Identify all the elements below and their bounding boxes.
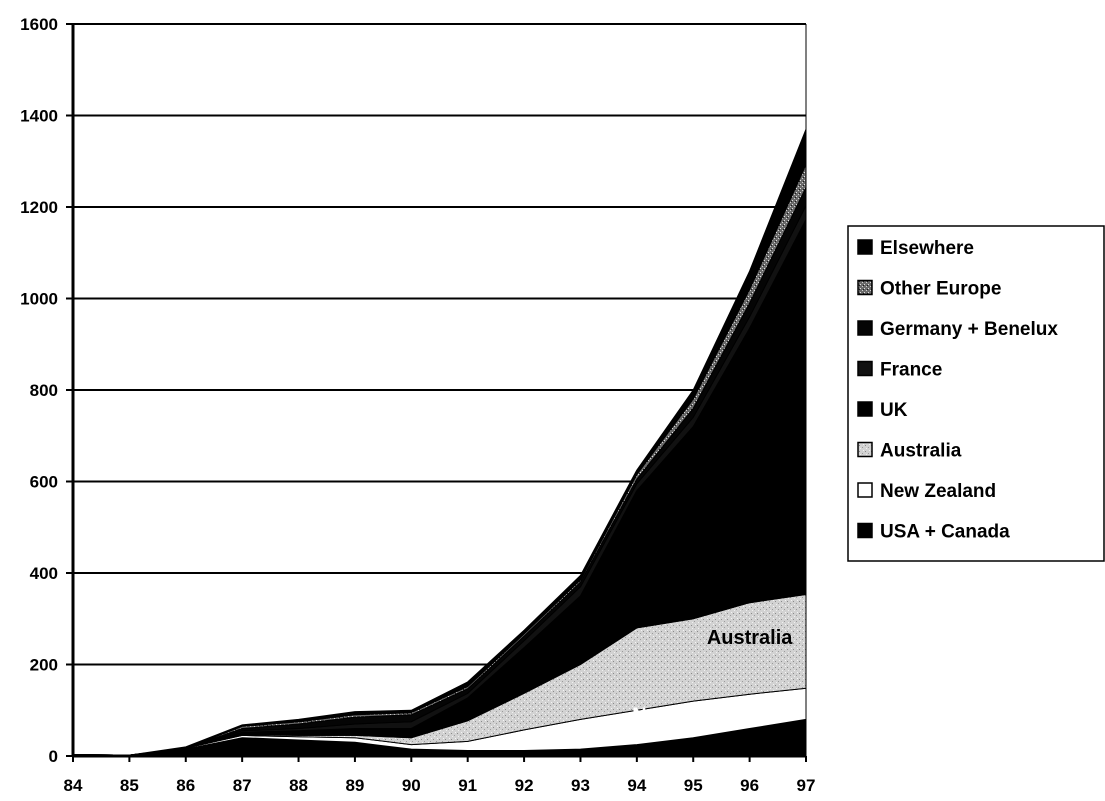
legend-label-uk: UK [880, 400, 908, 421]
y-tick-label-1000: 1000 [20, 290, 58, 309]
legend-label-new-zealand: New Zealand [880, 481, 996, 502]
y-tick-label-0: 0 [49, 747, 58, 766]
legend-label-usa-canada: USA + Canada [880, 522, 1010, 543]
tick-labels: 0 200 400 600 800 1000 1200 1400 1600 84 85 86 87 88 8… [20, 15, 815, 795]
x-tick-label-97: 97 [797, 776, 816, 795]
x-tick-label-84: 84 [64, 776, 83, 795]
x-tick-label-92: 92 [515, 776, 534, 795]
y-tick-label-600: 600 [30, 473, 58, 492]
legend-swatch-elsewhere [857, 239, 873, 255]
y-tick-label-200: 200 [30, 656, 58, 675]
legend-swatch-usa-canada [857, 522, 873, 539]
x-tick-label-89: 89 [345, 776, 364, 795]
x-tick-label-93: 93 [571, 776, 590, 795]
legend-label-australia: Australia [880, 441, 962, 462]
legend-label-germany-benelux: Germany + Benelux [880, 319, 1058, 340]
area-annotations: Australia New Zealand [632, 627, 793, 727]
legend-label-elsewhere: Elsewhere [880, 238, 974, 259]
x-tick-label-87: 87 [233, 776, 252, 795]
x-tick-label-90: 90 [402, 776, 421, 795]
area-series-layer [72, 129, 807, 757]
legend-swatch-germany-benelux [857, 320, 873, 336]
axes [66, 23, 807, 762]
y-tick-label-1400: 1400 [20, 107, 58, 126]
annotation-new-zealand: New Zealand [632, 705, 754, 727]
x-tick-label-88: 88 [289, 776, 308, 795]
x-tick-label-95: 95 [684, 776, 703, 795]
legend-swatch-australia [857, 441, 873, 458]
x-tick-label-96: 96 [740, 776, 759, 795]
legend-swatch-other-europe [857, 279, 873, 296]
x-tick-label-86: 86 [176, 776, 195, 795]
legend: Elsewhere Other Europe Germany + Benelux Fr… [847, 225, 1105, 562]
y-tick-label-1600: 1600 [20, 15, 58, 34]
legend-swatch-france [857, 360, 873, 377]
legend-label-other-europe: Other Europe [880, 279, 1001, 300]
gridlines [73, 23, 806, 757]
legend-label-france: France [880, 360, 942, 381]
x-tick-label-91: 91 [458, 776, 477, 795]
x-tick-label-94: 94 [627, 776, 646, 795]
y-tick-label-800: 800 [30, 381, 58, 400]
legend-swatch-uk [857, 401, 873, 417]
y-tick-label-400: 400 [30, 564, 58, 583]
annotation-australia: Australia [707, 627, 793, 649]
x-tick-label-85: 85 [120, 776, 139, 795]
y-tick-label-1200: 1200 [20, 198, 58, 217]
legend-swatch-new-zealand [857, 482, 873, 498]
legend-box [847, 225, 1105, 562]
